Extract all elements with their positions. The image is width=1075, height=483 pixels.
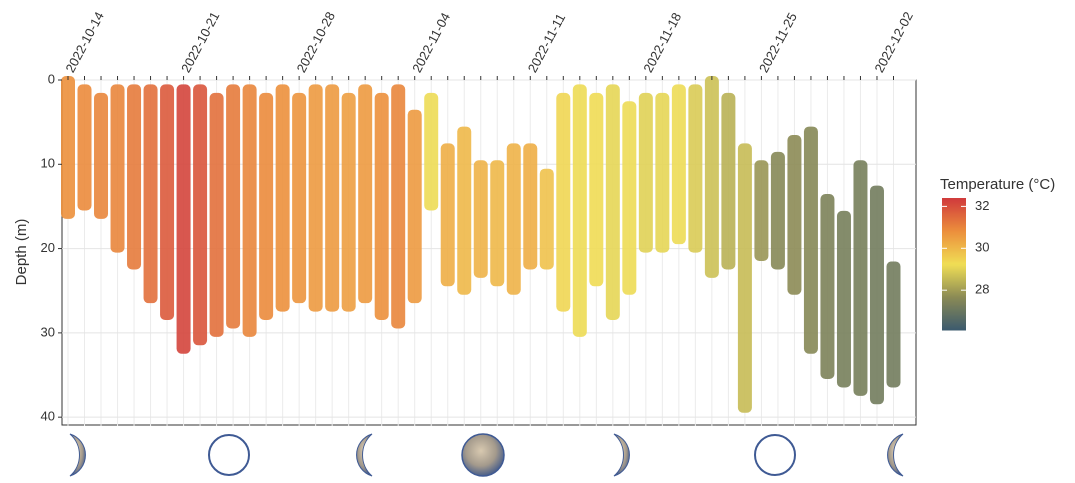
depth-range-bar	[408, 110, 422, 303]
depth-range-bar	[639, 93, 653, 253]
depth-range-bar	[61, 76, 75, 219]
legend-title: Temperature (°C)	[940, 176, 1055, 193]
depth-range-bar	[474, 160, 488, 278]
moon-icon	[614, 434, 629, 476]
x-tick-label: 2022-11-11	[525, 11, 569, 75]
depth-range-bar	[721, 93, 735, 270]
moon-icon	[209, 435, 249, 475]
depth-range-bar	[853, 160, 867, 396]
depth-range-bar	[309, 84, 323, 311]
depth-range-bar	[820, 194, 834, 379]
moon-icon	[357, 434, 372, 476]
y-tick-label: 10	[41, 156, 55, 171]
depth-range-bar	[540, 169, 554, 270]
x-tick-label: 2022-11-18	[640, 10, 684, 75]
depth-range-bar	[391, 84, 405, 328]
depth-range-bar	[127, 84, 141, 269]
depth-range-bar	[424, 93, 438, 211]
y-tick-label: 0	[48, 71, 55, 86]
colorbar-label: 32	[975, 198, 989, 213]
depth-range-bar	[507, 143, 521, 294]
x-tick-label: 2022-10-14	[62, 9, 106, 75]
depth-range-bar	[804, 127, 818, 354]
depth-range-bar	[754, 160, 768, 261]
depth-range-bar	[523, 143, 537, 269]
moon-icon	[888, 434, 903, 476]
depth-range-bar	[160, 84, 174, 320]
x-tick-label: 2022-10-21	[178, 9, 222, 75]
depth-range-bar	[886, 261, 900, 387]
depth-range-bar	[259, 93, 273, 320]
depth-range-bar	[556, 93, 570, 312]
moon-icon	[755, 435, 795, 475]
depth-range-bar	[243, 84, 257, 336]
colorbar-label: 28	[975, 282, 989, 297]
y-axis-label: Depth (m)	[13, 219, 30, 286]
depth-range-bar	[78, 84, 92, 210]
depth-range-bar	[738, 143, 752, 412]
depth-range-bar	[589, 93, 603, 286]
chart: Depth (m) Temperature (°C) 0 10 20 30 40 2022…	[0, 0, 1075, 478]
depth-range-bar	[441, 143, 455, 286]
depth-range-bar	[490, 160, 504, 286]
moon-icon	[462, 434, 504, 476]
depth-range-bar	[177, 84, 191, 353]
x-tick-label: 2022-12-02	[871, 9, 915, 75]
depth-range-bar	[672, 84, 686, 244]
moon-icon	[70, 434, 85, 476]
y-tick-label: 20	[41, 240, 55, 255]
depth-range-bar	[837, 211, 851, 388]
depth-range-bar	[210, 93, 224, 337]
depth-range-bar	[292, 93, 306, 303]
colorbar-segment	[942, 198, 966, 201]
depth-range-bar	[622, 101, 636, 294]
colorbar-label: 30	[975, 240, 989, 255]
depth-range-bar	[111, 84, 125, 252]
depth-range-bar	[358, 84, 372, 303]
depth-range-bar	[325, 84, 339, 311]
depth-range-bar	[342, 93, 356, 312]
depth-range-bar	[870, 186, 884, 405]
moon-phases	[70, 434, 903, 476]
depth-range-bar	[771, 152, 785, 270]
depth-range-bar	[276, 84, 290, 311]
x-tick-label: 2022-11-25	[756, 10, 800, 75]
depth-range-bar	[688, 84, 702, 252]
x-tick-label: 2022-10-28	[294, 9, 338, 75]
depth-range-bar	[655, 93, 669, 253]
depth-range-bar	[705, 76, 719, 278]
x-tick-label: 2022-11-04	[409, 10, 453, 75]
depth-range-bar	[606, 84, 620, 320]
depth-range-bar	[226, 84, 240, 328]
y-tick-label: 30	[41, 324, 55, 339]
depth-range-bar	[787, 135, 801, 295]
depth-range-bar	[193, 84, 207, 345]
depth-range-bar	[573, 84, 587, 336]
depth-range-bar	[375, 93, 389, 320]
depth-range-bar	[457, 127, 471, 295]
depth-range-bar	[144, 84, 158, 303]
y-tick-label: 40	[41, 409, 55, 424]
depth-range-bar	[94, 93, 108, 219]
